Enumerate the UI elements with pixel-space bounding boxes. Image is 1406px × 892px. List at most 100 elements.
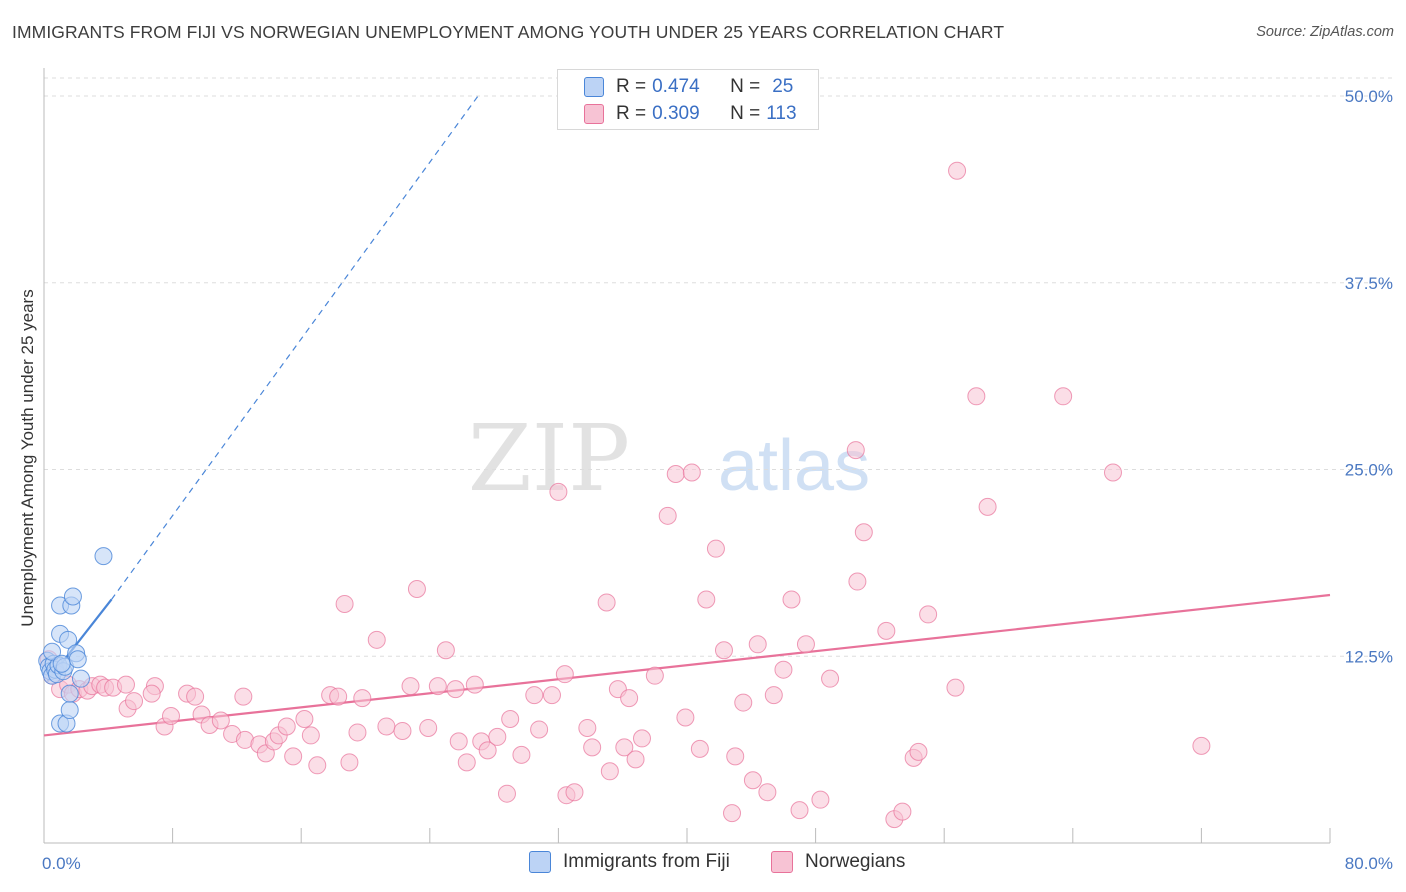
source-label: Source: ZipAtlas.com: [1256, 24, 1394, 40]
norwegians-point: [565, 783, 584, 802]
norwegians-point: [211, 711, 230, 730]
norwegians-point: [478, 741, 497, 760]
norwegians-point: [542, 686, 561, 705]
norwegians-point: [161, 707, 180, 726]
fiji-point: [59, 630, 78, 649]
norwegians-point: [790, 801, 809, 820]
norwegians-point: [909, 742, 928, 761]
norwegians-point: [367, 630, 386, 649]
norwegians-point: [525, 686, 544, 705]
norwegians-point: [978, 497, 997, 516]
legend-row-fiji: R = 0.474 N = 25: [584, 75, 793, 99]
fiji-legend-label: Immigrants from Fiji: [563, 851, 730, 872]
norwegians-point: [301, 726, 320, 745]
norwegians-point: [407, 580, 426, 599]
norwegians-point: [666, 464, 685, 483]
norwegians-r-label: R =: [616, 103, 647, 124]
norwegians-point: [600, 762, 619, 781]
series-legend: Immigrants from Fiji Norwegians: [0, 851, 1406, 877]
fiji-point: [63, 587, 82, 606]
y-axis-label: Unemployment Among Youth under 25 years: [18, 289, 37, 626]
norwegians-point: [530, 720, 549, 739]
fiji-legend-swatch: [529, 851, 551, 873]
fiji-trend-extension: [111, 95, 479, 600]
correlation-legend: R = 0.474 N = 25 R = 0.309 N = 113: [557, 69, 819, 130]
norwegians-n-value: 113: [766, 103, 797, 124]
norwegians-point: [277, 717, 296, 736]
y-tick-label: 37.5%: [1345, 274, 1393, 293]
norwegians-point: [748, 635, 767, 654]
norwegians-point: [501, 709, 520, 728]
norwegians-point: [125, 692, 144, 711]
norwegians-point: [919, 605, 938, 624]
norwegians-point: [377, 717, 396, 736]
norwegians-point: [555, 665, 574, 684]
norwegians-point: [632, 729, 651, 748]
norwegians-point: [597, 593, 616, 612]
norwegians-legend-swatch: [771, 851, 793, 873]
norwegians-point: [578, 718, 597, 737]
norwegians-point: [658, 506, 677, 525]
x-tick-label: 80.0%: [1345, 854, 1393, 873]
norwegians-point: [811, 790, 830, 809]
norwegians-point: [446, 680, 465, 699]
norwegians-point: [512, 745, 531, 764]
norwegians-point: [583, 738, 602, 757]
norwegians-point: [116, 675, 135, 694]
norwegians-point: [186, 687, 205, 706]
norwegians-point: [645, 666, 664, 685]
norwegians-point: [690, 739, 709, 758]
norwegians-legend-label: Norwegians: [805, 851, 906, 872]
norwegians-point: [796, 635, 815, 654]
norwegians-r-value: 0.309: [652, 103, 700, 124]
norwegians-point: [436, 641, 455, 660]
norwegians-point: [329, 687, 348, 706]
watermark-zip: ZIP: [468, 405, 630, 512]
norwegians-point: [1054, 387, 1073, 406]
fiji-n-value: 25: [772, 76, 794, 97]
fiji-swatch: [584, 77, 604, 97]
norwegians-point: [428, 677, 447, 696]
norwegians-swatch: [584, 104, 604, 124]
legend-item-fiji[interactable]: Immigrants from Fiji: [529, 851, 730, 873]
norwegians-point: [393, 721, 412, 740]
norwegians-trend-line: [43, 593, 1331, 737]
norwegians-point: [706, 539, 725, 558]
norwegians-point: [308, 756, 327, 775]
norwegians-point: [848, 572, 867, 591]
norwegians-point: [743, 771, 762, 790]
norwegians-point: [284, 747, 303, 766]
norwegians-point: [877, 621, 896, 640]
tick-labels: 12.5% 25.0% 37.5% 50.0% 0.0% 80.0%: [42, 87, 1393, 873]
norwegians-point: [676, 708, 695, 727]
norwegians-point: [714, 641, 733, 660]
fiji-r-value: 0.474: [652, 76, 700, 97]
norwegians-point: [465, 675, 484, 694]
watermark: ZIP atlas: [468, 405, 870, 512]
norwegians-point: [348, 723, 367, 742]
norwegians-point: [1192, 736, 1211, 755]
norwegians-point: [948, 161, 967, 180]
norwegians-point: [782, 590, 801, 609]
norwegians-n-label: N =: [730, 103, 761, 124]
norwegians-point: [697, 590, 716, 609]
chart-title: IMMIGRANTS FROM FIJI VS NORWEGIAN UNEMPL…: [12, 22, 1005, 42]
norwegians-point: [449, 732, 468, 751]
norwegians-point: [497, 784, 516, 803]
fiji-point: [52, 654, 71, 673]
norwegians-point: [726, 747, 745, 766]
norwegians-point: [620, 689, 639, 708]
fiji-point: [71, 669, 90, 688]
y-tick-label: 25.0%: [1345, 461, 1393, 480]
norwegians-point: [723, 804, 742, 823]
norwegians-point: [821, 669, 840, 688]
y-tick-label: 50.0%: [1345, 87, 1393, 106]
watermark-atlas: atlas: [718, 426, 870, 506]
legend-row-norwegians: R = 0.309 N = 113: [584, 102, 797, 126]
fiji-points: [38, 547, 113, 733]
legend-item-norwegians[interactable]: Norwegians: [771, 851, 905, 873]
norwegians-point: [682, 463, 701, 482]
norwegians-point: [854, 523, 873, 542]
fiji-r-label: R =: [616, 76, 647, 97]
